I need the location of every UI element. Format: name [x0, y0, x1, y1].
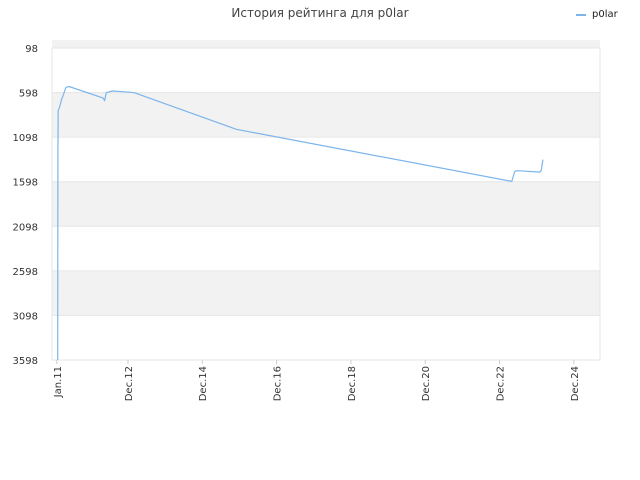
plot-band — [52, 315, 600, 360]
plot-band — [52, 270, 600, 316]
series-line-p0lar — [57, 85, 544, 361]
x-tick-label: Dec.12 — [124, 366, 135, 401]
plot-band — [52, 137, 600, 182]
x-tick-label: Dec.22 — [495, 366, 506, 401]
legend-swatch — [576, 13, 586, 16]
x-tick-label: Jan.11 — [53, 366, 64, 398]
y-tick-label: 3598 — [13, 356, 38, 367]
x-tick-label: Dec.16 — [273, 366, 284, 401]
plot-band — [52, 181, 600, 227]
y-axis-ticks: 98 598 1098 1598 2098 2598 3098 3598 — [13, 44, 38, 367]
x-tick-label: Dec.18 — [347, 366, 358, 401]
x-tick-label: Dec.20 — [421, 366, 432, 401]
y-tick-label: 3098 — [13, 311, 38, 322]
plot-band — [52, 92, 600, 138]
x-axis-ticks: Jan.11 Dec.12 Dec.14 Dec.16 Dec.18 Dec.20 Dec.… — [53, 360, 581, 401]
y-tick-label: 98 — [25, 44, 38, 55]
y-tick-label: 1098 — [13, 133, 38, 144]
series-layer — [57, 85, 544, 361]
plot-band-top — [52, 40, 600, 48]
chart-title: История рейтинга для p0lar — [231, 6, 409, 20]
y-tick-label: 2598 — [13, 267, 38, 278]
plot-border — [51, 47, 601, 361]
x-tick-label: Dec.14 — [198, 366, 209, 401]
plot-band — [52, 48, 600, 93]
y-tick-label: 1598 — [13, 178, 38, 189]
legend[interactable]: p0lar — [576, 9, 618, 20]
y-tick-label: 2098 — [13, 222, 38, 233]
y-tick-label: 598 — [19, 89, 38, 100]
legend-label-p0lar: p0lar — [592, 9, 618, 20]
plot-band — [52, 226, 600, 271]
x-tick-label: Dec.24 — [570, 366, 581, 401]
plot-bands — [52, 40, 600, 360]
